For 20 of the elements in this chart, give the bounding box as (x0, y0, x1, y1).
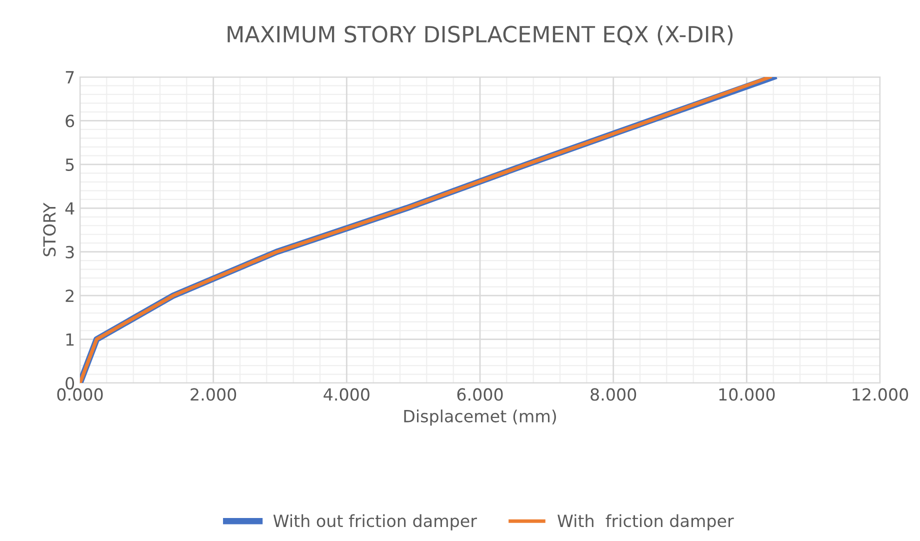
y-tick-label: 3 (66, 246, 74, 258)
x-tick-label: 0.000 (57, 388, 103, 401)
x-tick-label: 2.000 (190, 388, 236, 401)
x-tick-label: 12.000 (852, 388, 908, 401)
y-tick-label: 2 (66, 290, 74, 302)
y-tick-label: 4 (65, 202, 74, 214)
x-axis-title: Displacemet (mm) (404, 410, 556, 426)
y-tick-label: 1 (66, 333, 74, 346)
legend-label: With out friction damper (273, 514, 477, 530)
x-tick-label: 8.000 (590, 388, 636, 401)
chart-title: MAXIMUM STORY DISPLACEMENT EQX (X-DIR) (228, 25, 733, 46)
y-tick-label: 7 (66, 71, 74, 84)
legend-label: With friction damper (558, 514, 734, 530)
x-tick-label: 6.000 (457, 388, 503, 401)
y-tick-label: 6 (66, 114, 74, 128)
x-tick-label: 10.000 (719, 388, 775, 401)
y-axis-title: STORY (43, 202, 56, 256)
y-tick-label: 0 (66, 376, 74, 390)
x-tick-label: 4.000 (324, 388, 370, 401)
y-tick-label: 5 (66, 158, 74, 171)
